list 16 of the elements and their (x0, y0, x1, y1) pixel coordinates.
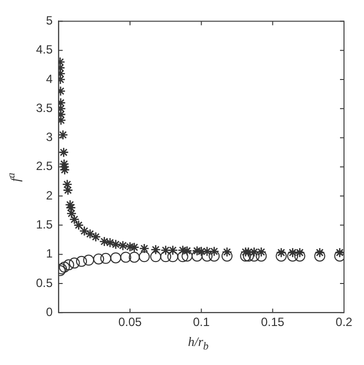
x-tick-label: 0.05 (118, 315, 142, 330)
x-tick-label: 0.15 (260, 315, 285, 330)
x-tick-label: 0.1 (192, 315, 210, 330)
y-tick-label: 0.5 (36, 276, 53, 290)
y-tick-label: 3 (46, 130, 53, 144)
y-tick-label: 3.5 (36, 100, 53, 115)
y-tick-label: 4.5 (36, 42, 53, 57)
x-axis-title: h/r$_{b}$ (188, 334, 209, 353)
y-tick-label: 2.5 (36, 159, 53, 174)
y-tick-label: 1 (46, 246, 53, 261)
x-tick-label: 0.2 (336, 315, 353, 330)
y-tick-label: 1.5 (36, 217, 53, 232)
y-tick-label: 5 (46, 14, 53, 28)
y-tick-label: 0 (46, 304, 53, 319)
y-tick-label: 4 (46, 72, 53, 86)
y-tick-label: 2 (46, 188, 53, 202)
